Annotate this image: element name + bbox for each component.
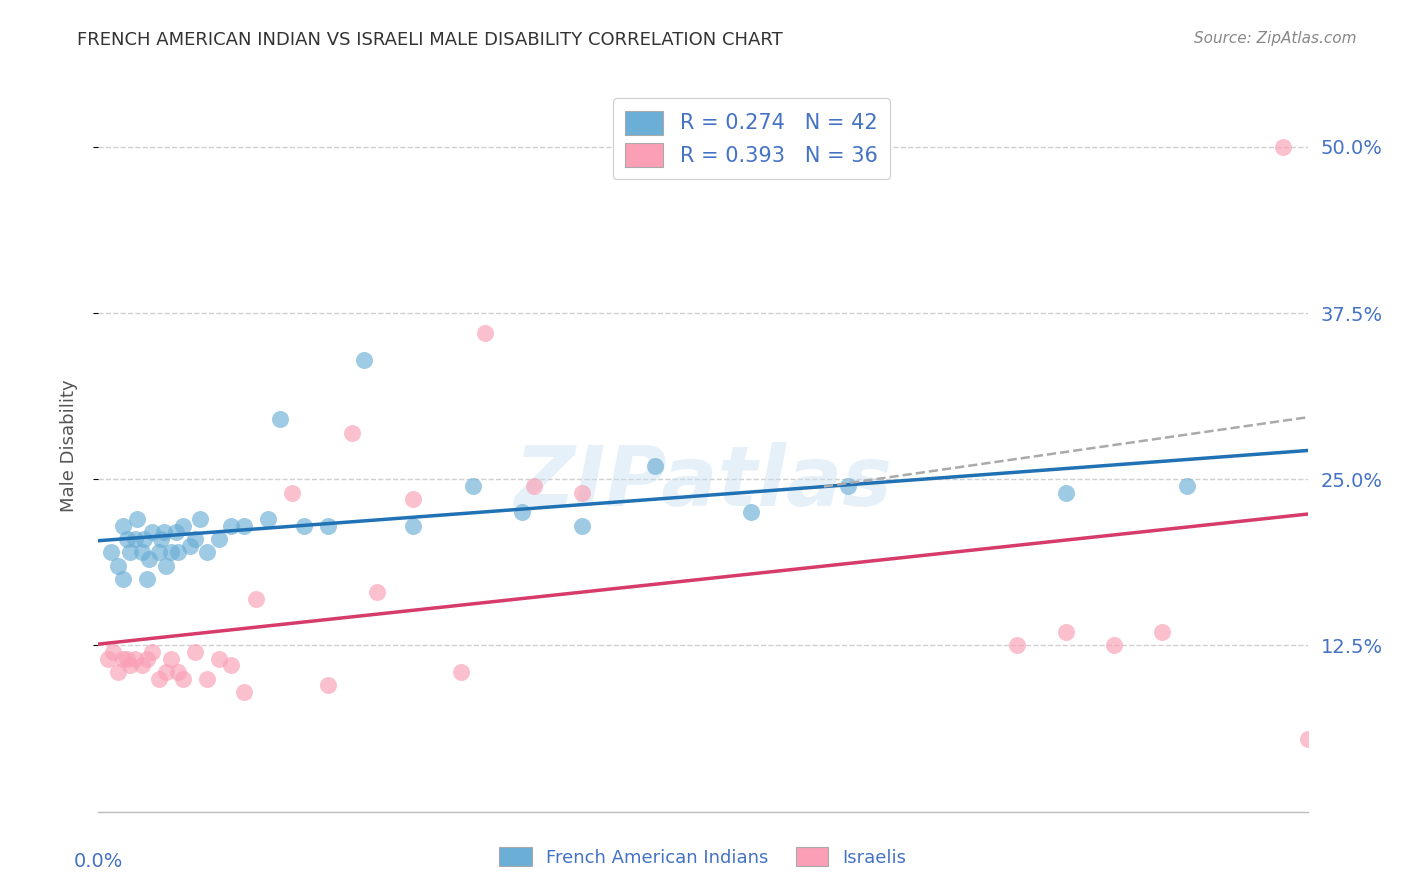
- Point: [127, 512, 149, 526]
- Point: [1054, 485, 1077, 500]
- Point: [179, 539, 201, 553]
- Point: [221, 518, 243, 533]
- Point: [131, 545, 153, 559]
- Point: [172, 672, 194, 686]
- Point: [402, 492, 425, 507]
- Point: [402, 518, 425, 533]
- Point: [1152, 625, 1174, 640]
- Point: [131, 658, 153, 673]
- Point: [342, 425, 364, 440]
- Point: [316, 678, 339, 692]
- Point: [232, 685, 254, 699]
- Point: [124, 532, 146, 546]
- Point: [97, 652, 120, 666]
- Legend: R = 0.274   N = 42, R = 0.393   N = 36: R = 0.274 N = 42, R = 0.393 N = 36: [613, 98, 890, 179]
- Point: [118, 545, 141, 559]
- Point: [165, 525, 187, 540]
- Point: [1175, 479, 1198, 493]
- Point: [155, 558, 177, 573]
- Point: [135, 652, 157, 666]
- Point: [245, 591, 267, 606]
- Point: [138, 552, 160, 566]
- Point: [111, 652, 134, 666]
- Point: [463, 479, 485, 493]
- Point: [195, 545, 218, 559]
- Point: [184, 532, 207, 546]
- Point: [1272, 140, 1295, 154]
- Point: [644, 458, 666, 473]
- Point: [135, 572, 157, 586]
- Point: [134, 532, 156, 546]
- Point: [450, 665, 472, 679]
- Point: [111, 572, 134, 586]
- Point: [111, 518, 134, 533]
- Point: [1102, 639, 1125, 653]
- Point: [100, 545, 122, 559]
- Point: [172, 518, 194, 533]
- Point: [571, 518, 593, 533]
- Point: [167, 545, 190, 559]
- Y-axis label: Male Disability: Male Disability: [59, 380, 77, 512]
- Point: [232, 518, 254, 533]
- Point: [1007, 639, 1029, 653]
- Point: [256, 512, 278, 526]
- Point: [523, 479, 546, 493]
- Point: [366, 585, 388, 599]
- Point: [117, 532, 139, 546]
- Point: [353, 352, 375, 367]
- Point: [292, 518, 315, 533]
- Point: [148, 545, 170, 559]
- Point: [195, 672, 218, 686]
- Text: Source: ZipAtlas.com: Source: ZipAtlas.com: [1194, 31, 1357, 46]
- Text: ZIPatlas: ZIPatlas: [515, 442, 891, 523]
- Point: [101, 645, 124, 659]
- Point: [208, 532, 231, 546]
- Point: [316, 518, 339, 533]
- Point: [221, 658, 243, 673]
- Point: [184, 645, 207, 659]
- Text: FRENCH AMERICAN INDIAN VS ISRAELI MALE DISABILITY CORRELATION CHART: FRENCH AMERICAN INDIAN VS ISRAELI MALE D…: [77, 31, 783, 49]
- Point: [117, 652, 139, 666]
- Point: [107, 558, 129, 573]
- Point: [740, 506, 762, 520]
- Point: [474, 326, 496, 340]
- Point: [118, 658, 141, 673]
- Point: [837, 479, 859, 493]
- Point: [1054, 625, 1077, 640]
- Legend: French American Indians, Israelis: French American Indians, Israelis: [492, 840, 914, 874]
- Point: [1296, 731, 1319, 746]
- Point: [188, 512, 211, 526]
- Point: [148, 672, 170, 686]
- Point: [208, 652, 231, 666]
- Point: [167, 665, 190, 679]
- Point: [269, 412, 291, 426]
- Point: [124, 652, 146, 666]
- Point: [150, 532, 173, 546]
- Point: [141, 645, 163, 659]
- Point: [571, 485, 593, 500]
- Point: [160, 545, 183, 559]
- Point: [152, 525, 174, 540]
- Point: [281, 485, 304, 500]
- Point: [155, 665, 177, 679]
- Point: [510, 506, 533, 520]
- Point: [141, 525, 163, 540]
- Point: [107, 665, 129, 679]
- Point: [160, 652, 183, 666]
- Text: 0.0%: 0.0%: [73, 852, 124, 871]
